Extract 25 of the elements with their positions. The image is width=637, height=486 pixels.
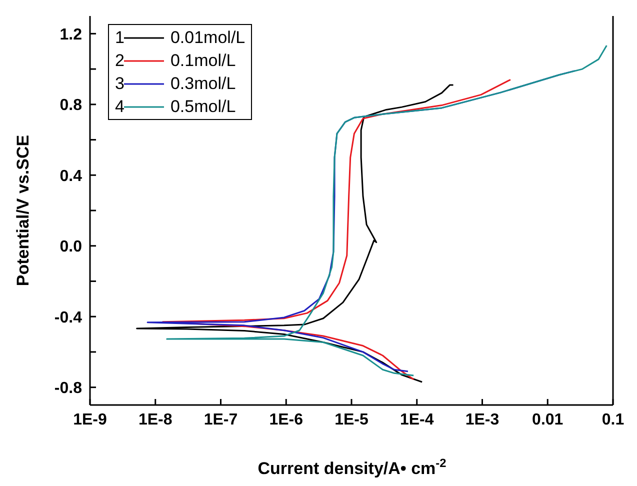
x-tick-label: 1E-3	[465, 411, 500, 428]
y-tick-label: 0.4	[60, 168, 82, 185]
annotation: 1	[115, 27, 124, 49]
annotation: 2	[115, 50, 124, 72]
y-tick-label: 0.0	[60, 238, 82, 256]
x-tick-label: 1E-7	[204, 411, 238, 428]
legend-label: 0.5mol/L	[170, 96, 236, 118]
annotation: 4	[115, 96, 124, 118]
x-tick-label: 1E-9	[73, 411, 107, 428]
annotation: 3	[115, 73, 124, 95]
legend-label: 0.3mol/L	[170, 73, 236, 95]
x-axis-title: Current density/A• cm$^{-2}$	[258, 456, 447, 478]
x-tick-label: 0.1	[602, 411, 624, 428]
x-tick-label: 1E-6	[269, 411, 304, 428]
y-tick-label: -0.4	[54, 309, 82, 326]
legend-label: 0.01mol/L	[170, 27, 246, 49]
y-tick-label: 0.8	[60, 97, 82, 114]
y-axis-title: Potential/V vs.SCE	[13, 134, 32, 286]
x-tick-label: 1E-8	[138, 411, 172, 428]
legend-label: 0.1mol/L	[170, 50, 236, 72]
y-tick-label: 1.2	[60, 26, 82, 44]
x-tick-label: 0.01	[532, 411, 564, 428]
x-tick-label: 1E-4	[400, 411, 434, 428]
y-tick-label: -0.8	[54, 380, 82, 397]
x-tick-label: 1E-5	[334, 411, 368, 428]
